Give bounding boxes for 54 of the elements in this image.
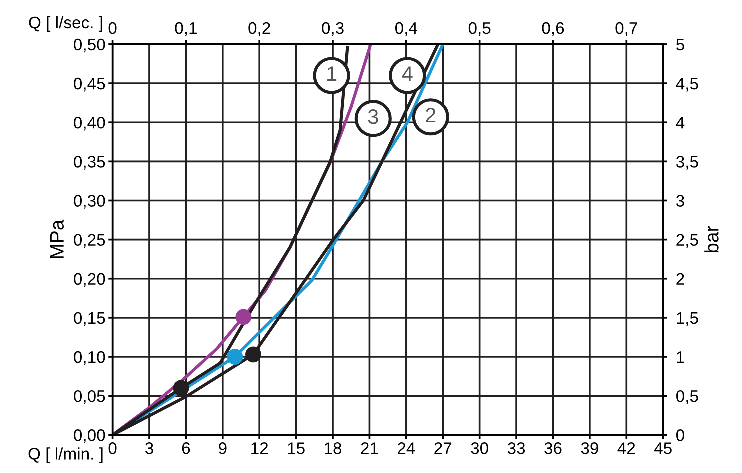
x-tick-label: 27 [434,442,452,454]
annotation: 2 [426,108,436,123]
y-tick-label: 0,30 [74,195,106,209]
y2-tick-label: 3,5 [676,156,698,170]
x-tick-label: 45 [654,442,672,454]
x2-tick-label: 0,5 [468,22,491,36]
y2-tick-label: 1,5 [677,312,698,326]
x-tick-label: 39 [581,442,598,454]
x-tick-label: 24 [398,442,416,454]
x-tick-label: 6 [182,442,190,454]
x2-tick-label: 0,6 [542,22,564,36]
y2-tick-label: 4,5 [676,78,698,92]
x-tick-label: 33 [508,442,526,454]
y2-tick-label: 0 [676,430,684,442]
annotation: 3 [368,110,378,124]
x2-tick-label: 0,3 [322,22,344,36]
y2-tick-label: 1 [677,352,684,364]
y2-tick-label: 2,5 [676,234,698,248]
x-tick-label: 36 [544,442,562,454]
annotation: 4 [402,66,413,82]
y-tick-label: 0,50 [74,38,106,53]
y-tick-label: 0,40 [74,117,106,131]
x-tick-label: 9 [219,442,227,454]
x2-tick-label: 0,2 [248,22,270,36]
x-tick-label: 15 [288,442,305,454]
x-tick-label: 0 [108,442,117,454]
y-tick-label: 0,10 [74,351,106,366]
y-tick-label: 0,00 [74,430,106,444]
y2-tick-label: 4 [676,117,685,129]
x-tick-label: 42 [618,442,636,454]
x2-axis-title: Q [ l/sec. ] [29,16,102,32]
annotation: 1 [328,66,337,82]
y-tick-label: 0,35 [74,156,106,170]
x-tick-label: 18 [325,442,342,454]
y2-tick-label: 3 [676,195,684,207]
x-axis-title: Q [ l/min. ] [28,448,103,464]
y2-tick-label: 2 [676,273,684,285]
y-tick-label: 0,05 [74,390,106,404]
y2-tick-label: 0,5 [676,390,698,404]
x-tick-label: 3 [145,442,154,454]
y-tick-label: 0,25 [74,234,106,248]
y-tick-label: 0,15 [74,312,106,326]
y2-tick-label: 5 [676,39,684,51]
y-axis-title: MPa [50,220,64,258]
y-tick-label: 0,45 [74,78,106,92]
y-tick-label: 0,20 [74,273,106,288]
x-tick-label: 21 [361,442,378,454]
x2-tick-label: 0,4 [395,22,418,36]
x2-tick-label: 0,7 [616,22,638,36]
x2-tick-label: 0,1 [175,22,197,36]
x-tick-label: 30 [471,442,488,454]
x2-tick-label: 0 [108,22,117,34]
y2-axis-title: bar [704,226,719,253]
x-tick-label: 12 [252,442,268,454]
